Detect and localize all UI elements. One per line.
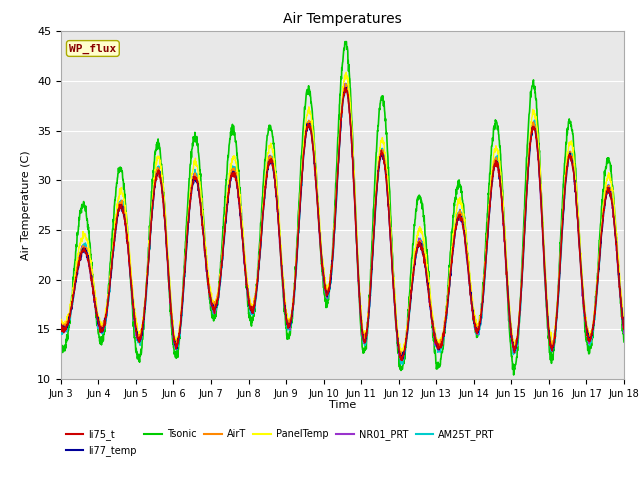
Text: WP_flux: WP_flux [69, 43, 116, 54]
Y-axis label: Air Temperature (C): Air Temperature (C) [21, 150, 31, 260]
X-axis label: Time: Time [329, 400, 356, 410]
Title: Air Temperatures: Air Temperatures [283, 12, 402, 26]
Legend: li75_t, li77_temp, Tsonic, AirT, PanelTemp, NR01_PRT, AM25T_PRT: li75_t, li77_temp, Tsonic, AirT, PanelTe… [66, 429, 495, 456]
